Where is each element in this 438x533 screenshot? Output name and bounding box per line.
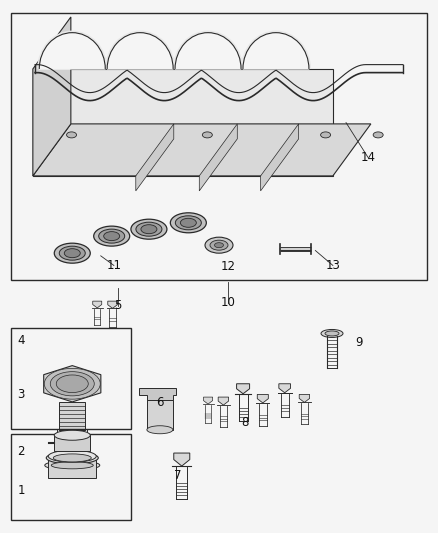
Ellipse shape: [325, 331, 339, 336]
Ellipse shape: [46, 452, 98, 464]
Ellipse shape: [48, 450, 96, 462]
Bar: [11, 13, 427, 280]
Text: 14: 14: [360, 151, 375, 164]
Text: 10: 10: [220, 296, 235, 309]
Ellipse shape: [147, 426, 173, 434]
Ellipse shape: [131, 219, 167, 239]
Polygon shape: [257, 394, 268, 403]
Ellipse shape: [321, 132, 331, 138]
Ellipse shape: [202, 132, 212, 138]
Polygon shape: [175, 33, 241, 69]
Text: 1: 1: [17, 484, 25, 497]
Ellipse shape: [170, 213, 206, 233]
Text: 4: 4: [17, 334, 25, 346]
Polygon shape: [44, 366, 101, 402]
Bar: [11, 434, 131, 520]
Bar: [48, 456, 96, 478]
Bar: [59, 402, 85, 430]
Ellipse shape: [99, 229, 125, 243]
Text: 13: 13: [325, 259, 340, 272]
Polygon shape: [33, 124, 371, 176]
Text: 5: 5: [115, 300, 122, 312]
Polygon shape: [218, 397, 229, 405]
Ellipse shape: [136, 222, 162, 236]
Text: 8: 8: [242, 416, 249, 429]
Ellipse shape: [54, 430, 90, 440]
Polygon shape: [139, 387, 176, 400]
Bar: [33, 69, 333, 176]
Ellipse shape: [53, 454, 91, 462]
Polygon shape: [243, 33, 309, 69]
Polygon shape: [261, 124, 299, 191]
Ellipse shape: [321, 329, 343, 337]
Ellipse shape: [373, 132, 383, 138]
Polygon shape: [136, 124, 174, 191]
Ellipse shape: [56, 375, 88, 393]
Polygon shape: [174, 453, 190, 466]
Polygon shape: [39, 33, 105, 69]
Ellipse shape: [44, 368, 100, 399]
Ellipse shape: [94, 226, 130, 246]
Ellipse shape: [104, 232, 120, 240]
Text: 9: 9: [355, 336, 363, 349]
Bar: [54, 435, 90, 451]
Text: 6: 6: [156, 396, 164, 409]
Ellipse shape: [210, 240, 228, 250]
Text: 7: 7: [173, 469, 181, 482]
Ellipse shape: [50, 372, 94, 396]
Polygon shape: [107, 33, 173, 69]
Polygon shape: [108, 301, 117, 309]
Ellipse shape: [64, 249, 80, 257]
Polygon shape: [33, 17, 71, 176]
Ellipse shape: [141, 225, 157, 233]
Text: 12: 12: [220, 260, 235, 273]
Polygon shape: [299, 394, 310, 402]
Bar: [11, 328, 131, 429]
Ellipse shape: [215, 243, 223, 248]
Bar: [147, 400, 173, 430]
Ellipse shape: [54, 243, 90, 263]
Ellipse shape: [51, 462, 93, 469]
Polygon shape: [237, 384, 250, 394]
Ellipse shape: [45, 461, 100, 470]
Ellipse shape: [205, 237, 233, 253]
Text: 3: 3: [18, 388, 25, 401]
Ellipse shape: [59, 246, 85, 260]
Polygon shape: [279, 384, 290, 393]
Polygon shape: [199, 124, 237, 191]
Ellipse shape: [67, 132, 77, 138]
Polygon shape: [93, 301, 102, 308]
Polygon shape: [204, 397, 212, 404]
Ellipse shape: [175, 216, 201, 230]
Text: 2: 2: [17, 446, 25, 458]
Text: 11: 11: [106, 259, 121, 272]
Ellipse shape: [180, 219, 196, 227]
